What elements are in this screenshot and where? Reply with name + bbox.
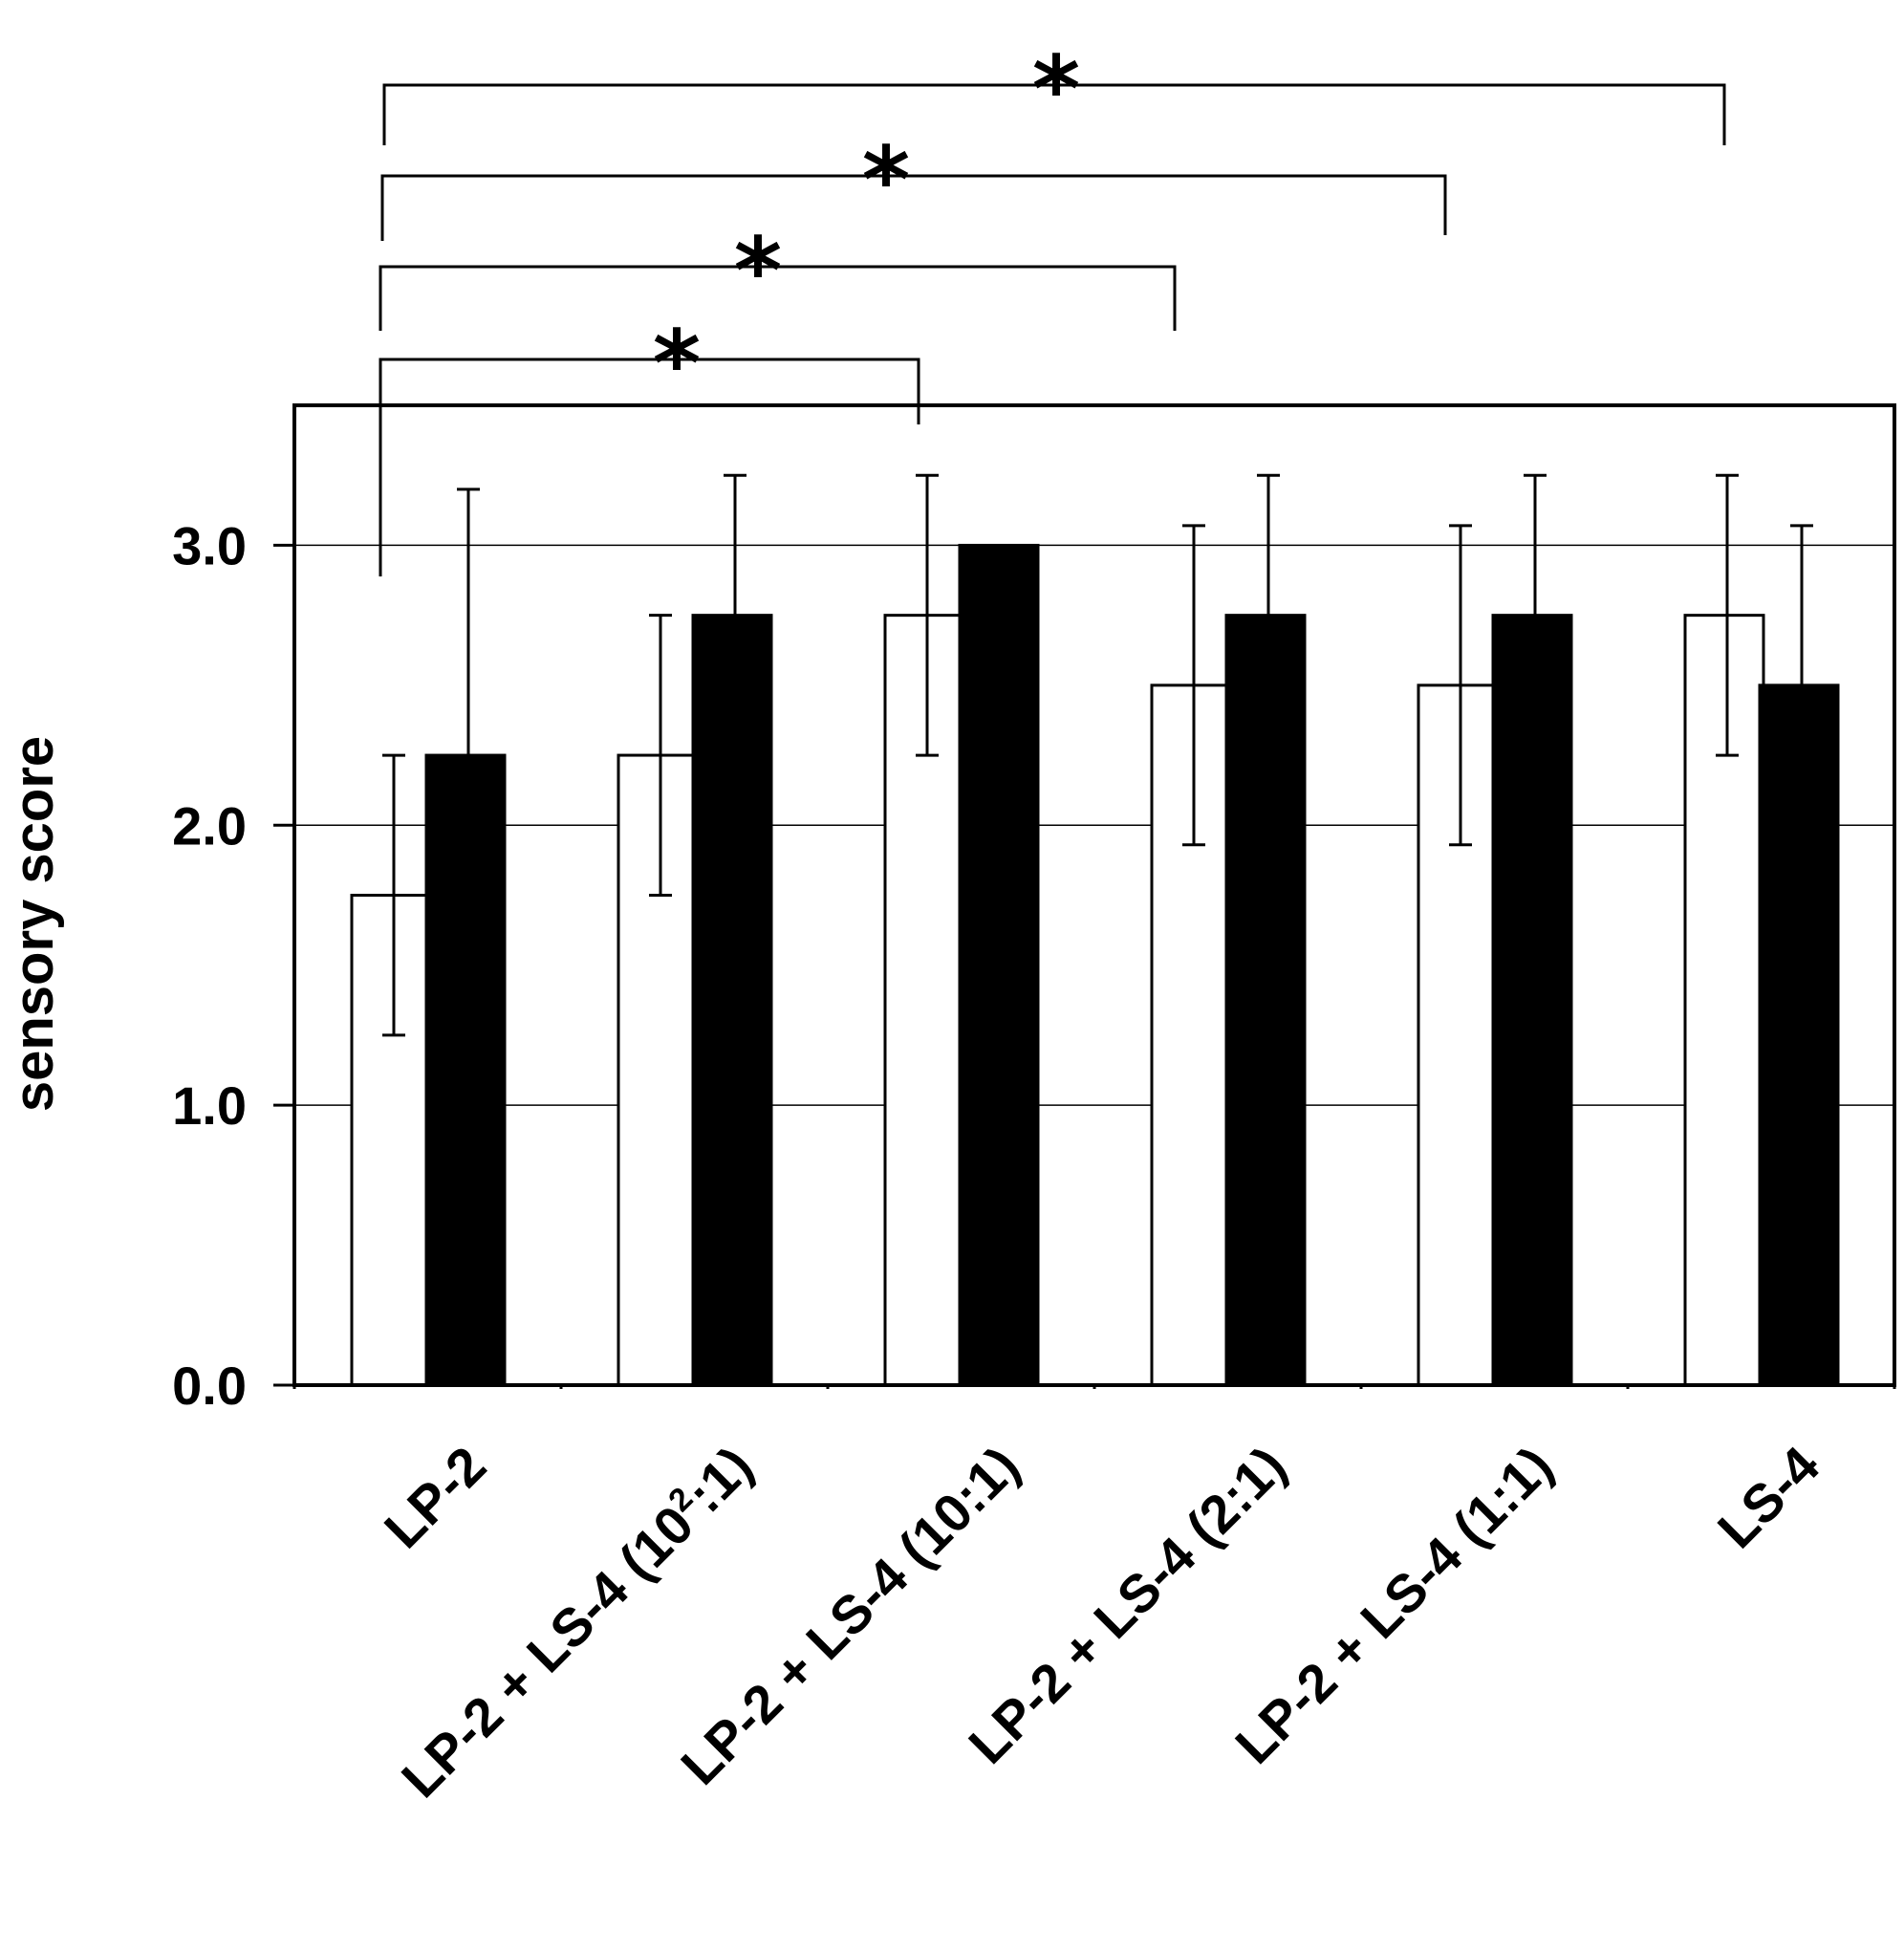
x-axis: LP-2LP-2 + LS-4 (102:1)LP-2 + LS-4 (10:1… <box>292 1385 1896 1809</box>
significance-star-0: * <box>653 311 701 418</box>
y-tick-label-1: 1.0 <box>172 1075 247 1136</box>
bar-s1-c4 <box>1491 614 1573 1387</box>
significance-star-1: * <box>734 218 782 325</box>
y-tick-label-2: 2.0 <box>172 795 247 856</box>
significance-bracket-2 <box>380 174 1447 241</box>
significance-bracket-3 <box>382 83 1726 145</box>
bar-s1-c0 <box>424 753 507 1387</box>
significance-bracket-0 <box>379 358 920 576</box>
significance-star-2: * <box>862 127 910 234</box>
y-axis-label: sensory score <box>3 736 65 1112</box>
y-axis: 0.0 1.0 2.0 3.0 <box>172 515 294 1416</box>
bar-s0-c4 <box>1417 683 1499 1387</box>
error-bars <box>382 473 1813 1037</box>
y-tick-label-0: 0.0 <box>172 1356 247 1416</box>
bar-s1-c3 <box>1224 614 1307 1387</box>
bar-s0-c0 <box>350 894 432 1387</box>
significance-brackets: * * * * <box>379 36 1726 576</box>
bar-s1-c1 <box>691 614 773 1387</box>
bar-s1-c5 <box>1758 683 1840 1387</box>
bar-s0-c5 <box>1683 614 1765 1387</box>
significance-star-3: * <box>1032 36 1080 143</box>
plot-frame <box>292 403 1896 1387</box>
significance-bracket-1 <box>379 265 1177 331</box>
x-tick-label-5: LS-4 <box>1706 1435 1830 1559</box>
y-tick-label-3: 3.0 <box>172 515 247 575</box>
bars <box>350 543 1840 1387</box>
bar-s0-c1 <box>617 753 699 1387</box>
bar-s1-c2 <box>958 543 1040 1387</box>
grid-lines <box>294 544 1894 1106</box>
bar-s0-c2 <box>883 614 965 1387</box>
bar-s0-c3 <box>1150 683 1232 1387</box>
x-tick-label-0: LP-2 <box>373 1435 497 1559</box>
